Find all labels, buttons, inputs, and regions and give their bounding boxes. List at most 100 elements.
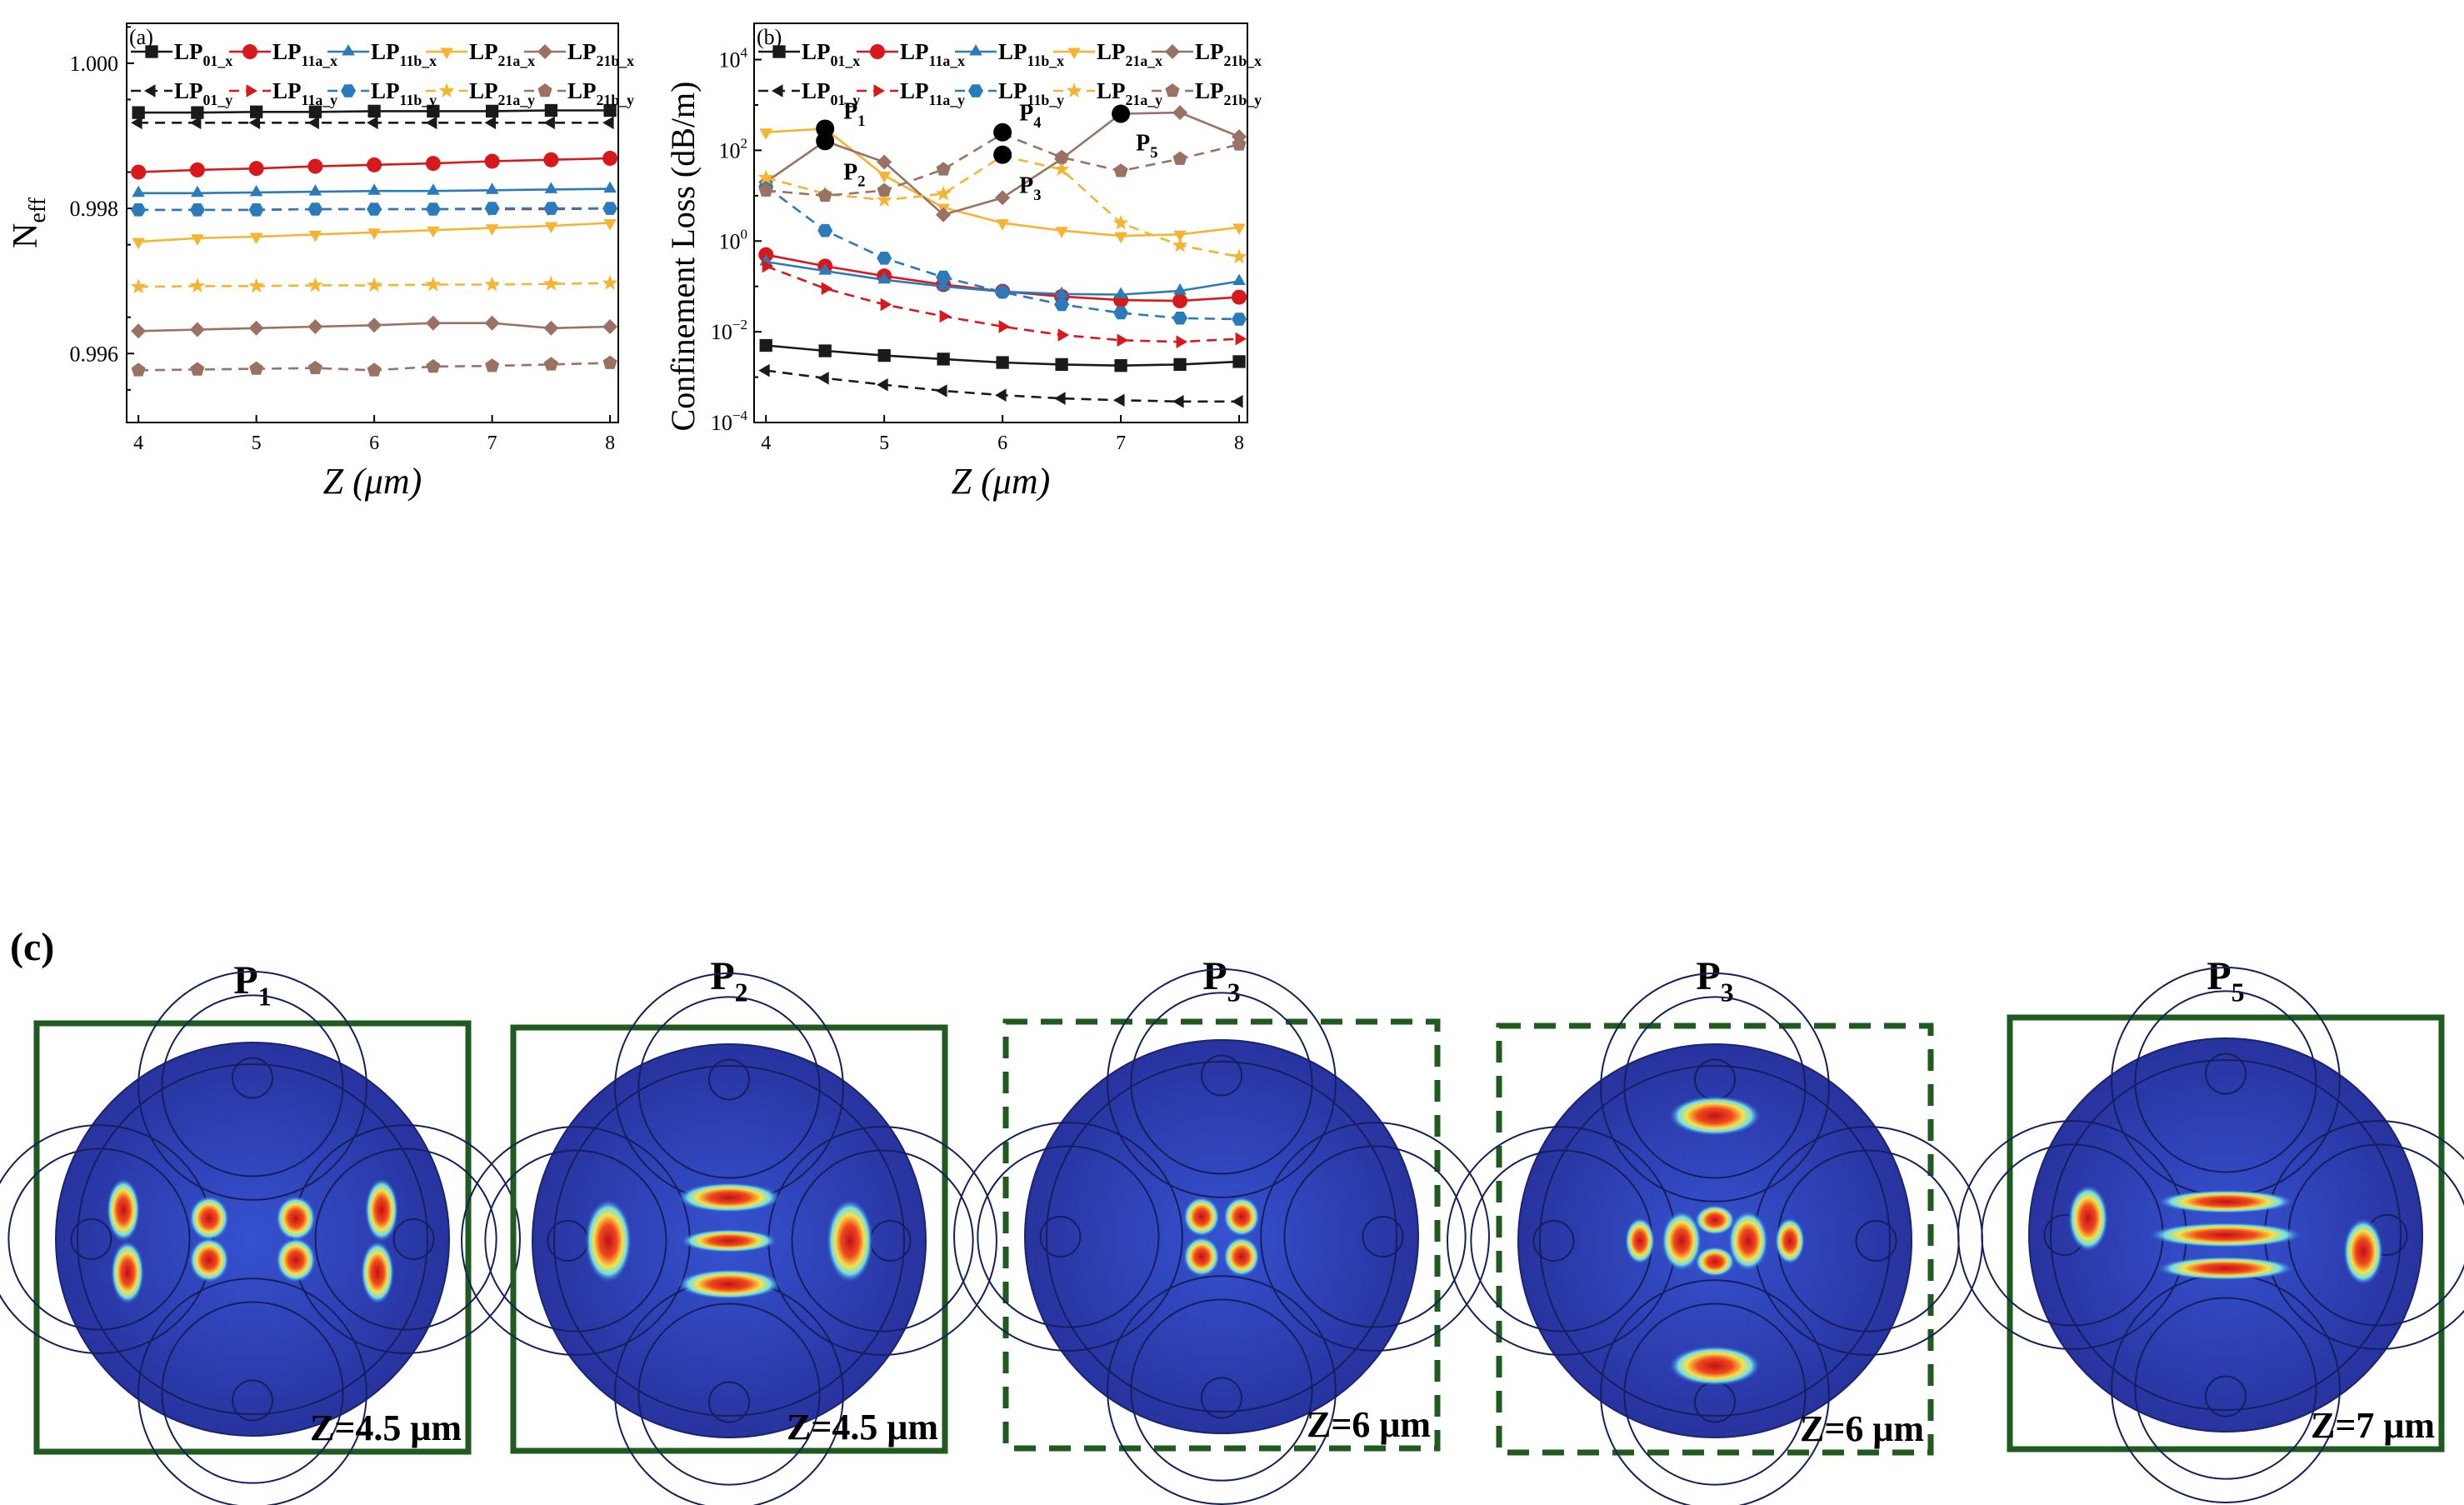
mode-field-frame (510, 1024, 948, 1454)
data-point-LP21b_y (131, 362, 146, 377)
legend-label-LP11b_x-sub: 11b_x (400, 52, 437, 69)
legend-label-LP11b_x: LP11b_x (998, 39, 1064, 69)
tube-arc-inner (484, 1149, 667, 1332)
series-a-LP11b_x (132, 181, 617, 198)
series-a-LP01_y (131, 116, 614, 130)
legend-label-LP01_y-sub: 01_y (831, 92, 861, 108)
data-point-LP11b_y (248, 203, 264, 217)
data-point-LP01_x (1114, 359, 1127, 372)
data-point-LP11a_x (307, 158, 323, 174)
legend-label-LP21b_y: LP21b_y (1195, 78, 1262, 108)
legend-label-LP01_y: LP01_y (174, 78, 232, 108)
series-b-LP01_y (758, 363, 1243, 408)
annotation-dot-P5 (1112, 104, 1131, 123)
legend-label-LP21b_y-base: LP (1195, 78, 1224, 103)
fiber-cladding (55, 1042, 450, 1437)
mode-field-2: P2 Z=4.5 μm (461, 954, 997, 1505)
legend-marker-LP01_x (145, 45, 158, 58)
legend-label-LP21a_x-base: LP (469, 39, 498, 64)
tube-arc-inner (1130, 1298, 1313, 1482)
annotation-dot-P2 (816, 132, 835, 151)
field-hotspot (2343, 1218, 2383, 1285)
tube-arc-inner (791, 1149, 974, 1332)
small-tube (708, 1058, 750, 1101)
mode-field-title-sub: 3 (1227, 978, 1241, 1007)
field-hotspot (1775, 1218, 1805, 1264)
data-point-LP21b_y (1113, 163, 1128, 178)
series-line-LP21a_y (765, 154, 1240, 258)
y-axis-label-sub: eff (25, 197, 51, 222)
y-tick-exp: 4 (741, 45, 748, 61)
data-point-LP21a_x (877, 172, 891, 183)
tube-arc (1600, 972, 1830, 1202)
field-hotspot (1625, 1218, 1655, 1264)
small-tube (1201, 1377, 1242, 1419)
mode-field-title: P2 (710, 954, 747, 1007)
y-axis-label-base: N (7, 223, 45, 248)
annotation-label-P1-sub: 1 (857, 112, 865, 129)
legend-label-LP11a_y-sub: 11a_y (929, 92, 966, 108)
legend-marker-LP21b_y (1165, 83, 1180, 98)
data-point-LP11b_y (131, 203, 147, 217)
field-hotspot (276, 1238, 316, 1282)
annotation-label-P3-base: P (1019, 173, 1033, 199)
legend-label-LP11b_y-base: LP (371, 78, 400, 103)
data-point-LP21a_x (367, 228, 381, 240)
y-tick-label-b: 102 (719, 135, 748, 162)
data-point-LP11a_y (1117, 333, 1129, 348)
legend-label-LP01_x-sub: 01_x (203, 52, 233, 69)
data-point-LP21b_y (877, 182, 892, 197)
x-tick-label-a: 8 (605, 432, 615, 454)
x-tick-label-b: 5 (879, 432, 889, 454)
data-point-LP11b_x (191, 185, 204, 198)
series-line-LP21b_y (766, 132, 1240, 198)
data-point-LP01_y (1172, 395, 1184, 408)
data-point-LP21a_y (307, 277, 323, 292)
y-axis-label-b: Confinement Loss (dB/m) (664, 82, 702, 432)
tube-arc (1260, 1122, 1490, 1352)
legend-label-LP21a_y-sub: 21a_y (1126, 92, 1163, 108)
data-point-LP01_y (817, 372, 829, 385)
data-point-LP21a_x (544, 222, 558, 233)
data-point-LP01_y (425, 116, 437, 130)
data-point-LP21a_x (759, 128, 772, 140)
y-tick-base: 10 (719, 48, 741, 72)
x-axis-label-a: Z (μm) (323, 461, 422, 502)
legend-marker-LP01_y (772, 84, 783, 98)
legend-label-LP11b_x-sub: 11b_x (1027, 52, 1065, 69)
data-point-LP21a_y (425, 276, 442, 292)
field-hotspot (1728, 1211, 1768, 1271)
data-point-LP21b_y (485, 358, 500, 372)
data-point-LP11b_y (1054, 298, 1070, 312)
data-point-LP11a_y (1235, 332, 1247, 346)
field-hotspot (1669, 1346, 1761, 1386)
y-tick-exp: 2 (741, 135, 748, 151)
field-hotspot (1662, 1211, 1702, 1271)
data-point-LP11b_y (936, 270, 952, 284)
data-point-LP11a_x (602, 150, 618, 166)
x-tick-label-b: 6 (997, 432, 1007, 454)
data-point-LP11a_y (998, 320, 1011, 333)
data-point-LP21b_x (425, 315, 441, 331)
tube-arc-inner (161, 1301, 344, 1484)
mode-field-frame (1496, 1022, 1934, 1456)
data-point-LP11b_y (367, 202, 382, 216)
data-point-LP11a_y (880, 298, 892, 312)
legend-marker-LP01_y (144, 84, 156, 98)
data-point-LP11a_x (543, 152, 559, 168)
legend-a: LP01_x LP11a_x LP11b_x LP21a_x LP21b_xLP01_y… (131, 39, 634, 108)
data-point-LP11a_y (1176, 335, 1188, 348)
data-point-LP21a_x (1232, 223, 1246, 235)
fiber-ring (553, 1065, 905, 1417)
y-tick-label-a: 0.996 (70, 342, 119, 366)
data-point-LP01_x (544, 103, 558, 118)
legend-label-LP01_y-base: LP (174, 78, 203, 103)
fiber-cladding (1517, 1043, 1912, 1438)
tube-arc-inner (2134, 1297, 2317, 1480)
y-tick-exp: 0 (741, 226, 748, 242)
data-point-LP01_y (543, 116, 555, 130)
data-point-LP21a_x (485, 224, 499, 236)
